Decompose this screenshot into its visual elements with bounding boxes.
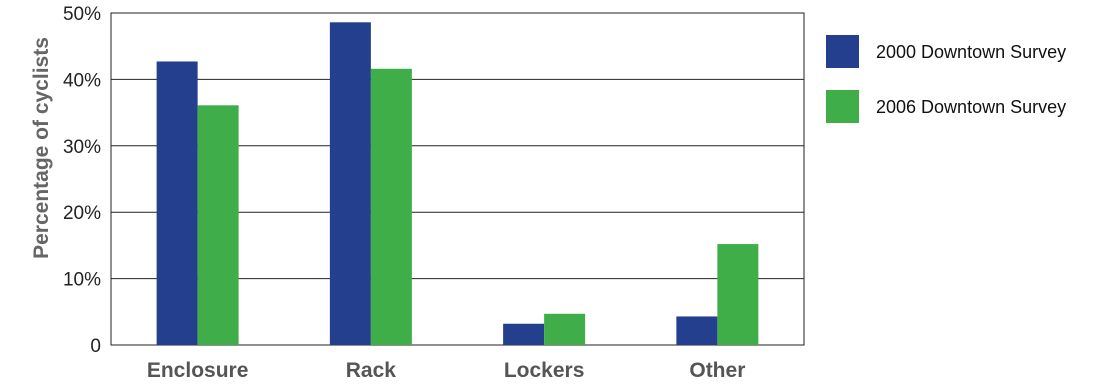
x-tick-label: Enclosure [147,359,249,382]
legend-label: 2000 Downtown Survey [876,42,1066,62]
bar [717,244,759,345]
x-tick-label: Other [689,359,745,382]
bars [156,22,759,346]
y-tick-label: 30% [63,137,101,158]
y-tick-label: 40% [63,70,101,91]
x-tick-label: Rack [346,359,397,382]
y-axis-label: Percentage of cyclists [30,37,53,259]
bar [156,61,198,346]
x-tick-label: Lockers [504,359,585,382]
legend-label: 2006 Downtown Survey [876,97,1066,117]
y-tick-label: 0 [90,336,101,357]
legend-swatch [826,90,859,123]
bar [503,323,545,345]
bar [676,316,718,345]
y-tick-label: 50% [63,4,101,25]
legend-swatch [826,35,859,68]
y-tick-label: 20% [63,203,101,224]
bar [329,22,371,346]
y-tick-label: 10% [63,270,101,291]
bar [370,68,412,345]
legend: 2000 Downtown Survey 2006 Downtown Survey [826,35,1066,123]
x-axis-ticks: Enclosure Rack Lockers Other [147,359,746,382]
y-axis-ticks: 0 10% 20% 30% 40% 50% [63,4,101,357]
bar [544,313,586,345]
bar [197,105,239,346]
plot-area-frame [110,12,805,346]
